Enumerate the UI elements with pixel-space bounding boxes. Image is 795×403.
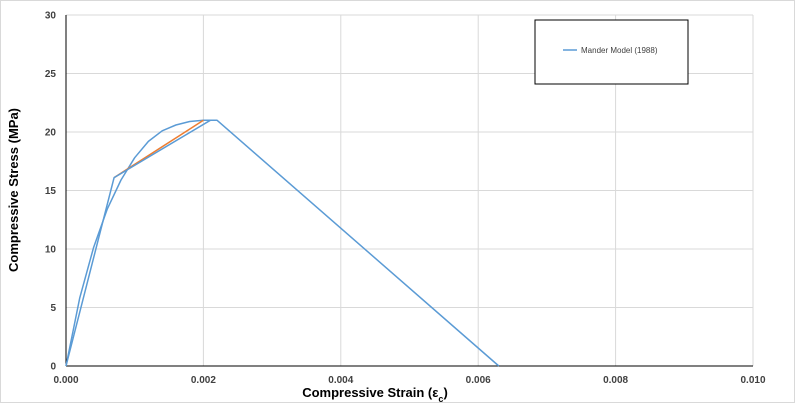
x-tick-labels: 0.000 0.002 0.004 0.006 0.008 0.010 — [53, 375, 765, 386]
legend-box — [534, 19, 689, 85]
x-tick-label: 0.000 — [53, 375, 78, 386]
series-linear-branch — [65, 119, 211, 367]
y-tick-labels: 0 5 10 15 20 25 30 — [45, 11, 57, 373]
axes — [65, 15, 753, 367]
data-series — [65, 119, 500, 367]
y-tick-label: 10 — [45, 245, 57, 256]
x-tick-label: 0.010 — [740, 375, 765, 386]
legend-label-mander: Mander Model (1988) — [581, 46, 658, 55]
y-tick-label: 5 — [50, 303, 56, 314]
y-axis-title: Compressive Stress (MPa) — [6, 108, 21, 272]
legend: Mander Model (1988) — [534, 19, 689, 85]
x-tick-label: 0.006 — [466, 375, 491, 386]
y-tick-label: 30 — [45, 11, 57, 22]
y-tick-label: 25 — [45, 69, 57, 80]
y-tick-label: 15 — [45, 186, 57, 197]
y-tick-label: 20 — [45, 128, 57, 139]
x-tick-label: 0.008 — [603, 375, 628, 386]
y-tick-label: 0 — [50, 362, 56, 373]
series-mander-curve — [65, 119, 500, 367]
x-axis-title: Compressive Strain (εc) — [302, 385, 448, 403]
x-tick-label: 0.004 — [328, 375, 353, 386]
x-tick-label: 0.002 — [191, 375, 216, 386]
